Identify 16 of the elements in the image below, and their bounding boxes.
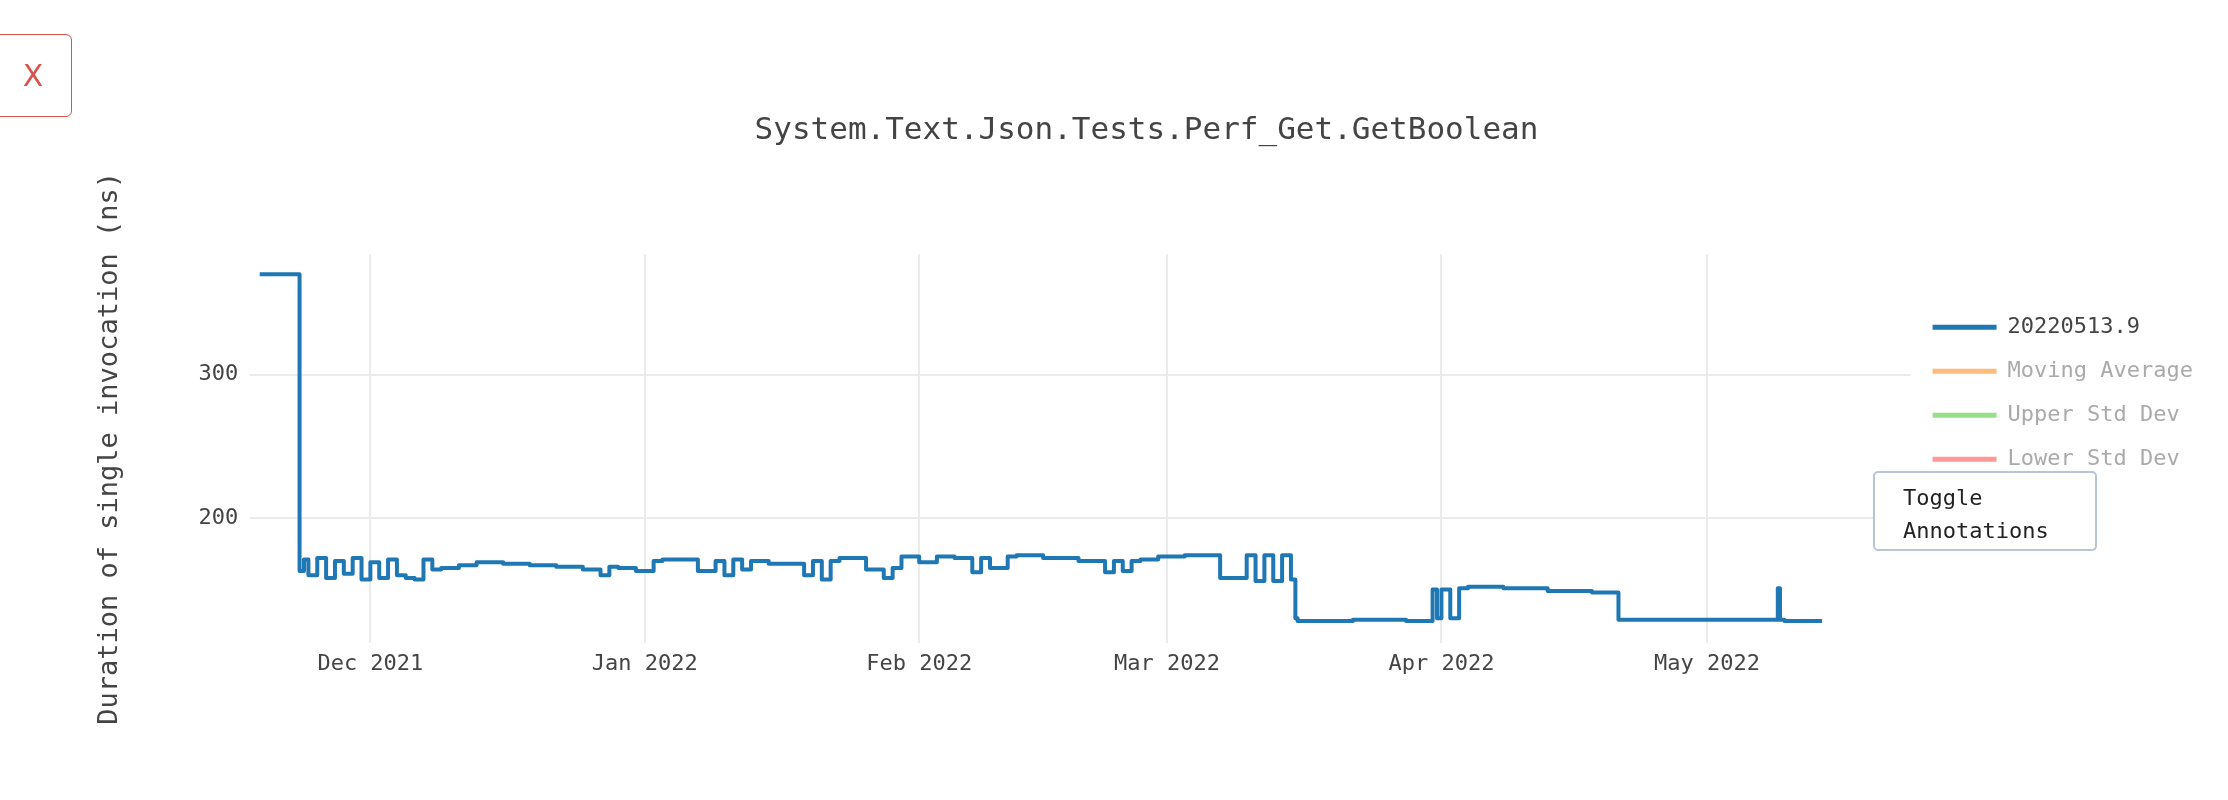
legend-label: Upper Std Dev: [2007, 400, 2180, 426]
y-axis-title: Duration of single invocation (ns): [92, 172, 124, 725]
toggle-annotations-button: Toggle Annotations: [1873, 471, 2097, 551]
legend-label: Moving Average: [2007, 356, 2194, 382]
x-tick-label: Jan 2022: [591, 649, 698, 675]
x-tick-label: May 2022: [1653, 649, 1760, 675]
legend-label: 20220513.9: [2007, 312, 2141, 338]
legend-label: Lower Std Dev: [2007, 444, 2180, 470]
close-button: X: [0, 34, 72, 117]
x-tick-label: Feb 2022: [866, 649, 973, 675]
chart-title: System.Text.Json.Tests.Perf_Get.GetBoolean: [754, 109, 1539, 147]
x-tick-label: Mar 2022: [1114, 649, 1221, 675]
x-tick-label: Apr 2022: [1388, 649, 1495, 675]
x-tick-label: Dec 2021: [317, 649, 424, 675]
y-tick-label: 300: [198, 360, 239, 386]
y-tick-label: 200: [198, 503, 239, 529]
